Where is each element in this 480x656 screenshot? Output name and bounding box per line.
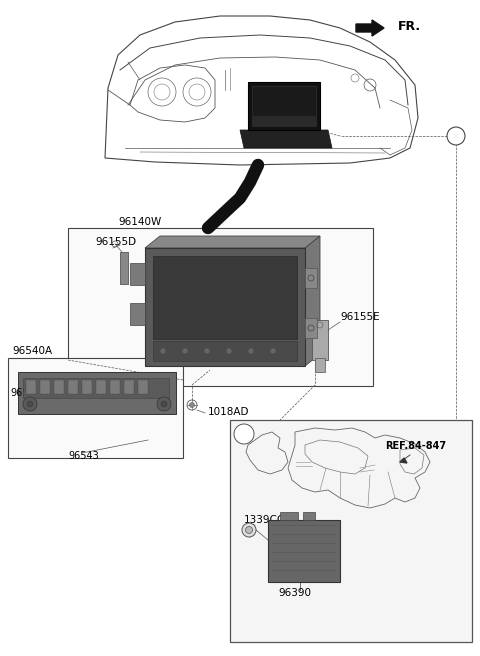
Text: REF.84-847: REF.84-847 [385,441,446,451]
Circle shape [204,348,210,354]
Text: a: a [453,131,459,141]
Text: 96155E: 96155E [340,312,380,322]
Polygon shape [305,236,320,366]
Polygon shape [400,458,407,463]
Bar [153,341,297,361]
Bar [138,380,148,394]
Bar [120,252,128,284]
Circle shape [160,348,166,354]
Text: 96543: 96543 [10,388,41,398]
Bar [305,318,317,338]
Bar [110,380,120,394]
Circle shape [182,348,188,354]
Bar [18,372,176,414]
Bar [153,256,297,339]
Bar [68,380,78,394]
Circle shape [27,401,33,407]
Bar [130,263,145,285]
Circle shape [234,424,254,444]
Bar [8,358,183,458]
Circle shape [242,523,256,537]
Bar [145,248,305,366]
Circle shape [245,527,252,533]
Text: 96543: 96543 [68,451,99,461]
Polygon shape [356,20,384,36]
Polygon shape [240,130,332,148]
Circle shape [226,348,232,354]
Bar [252,86,316,116]
Bar [303,512,315,520]
Circle shape [161,401,167,407]
Bar [315,358,325,372]
Circle shape [270,348,276,354]
Text: 96390: 96390 [278,588,312,598]
Text: 1339CC: 1339CC [244,515,285,525]
Bar [40,380,50,394]
Bar [305,268,317,288]
Circle shape [248,348,254,354]
Bar [96,380,106,394]
Bar [280,512,298,520]
Bar [268,520,340,582]
Text: FR.: FR. [398,20,421,33]
Text: a: a [240,429,247,439]
Circle shape [23,397,37,411]
Text: 96140W: 96140W [118,217,161,227]
Circle shape [190,403,194,407]
Bar [252,117,316,126]
Bar [312,320,328,360]
Bar [124,380,134,394]
Text: 96155D: 96155D [95,237,136,247]
Circle shape [447,127,465,145]
Bar [68,228,373,386]
Bar [26,380,36,394]
Bar [130,303,145,325]
Text: 1018AD: 1018AD [208,407,250,417]
Bar [248,82,320,130]
Bar [230,420,472,642]
Bar [82,380,92,394]
Polygon shape [145,236,320,248]
Text: 96540A: 96540A [12,346,52,356]
Circle shape [157,397,171,411]
Bar [54,380,64,394]
Bar [23,378,169,398]
